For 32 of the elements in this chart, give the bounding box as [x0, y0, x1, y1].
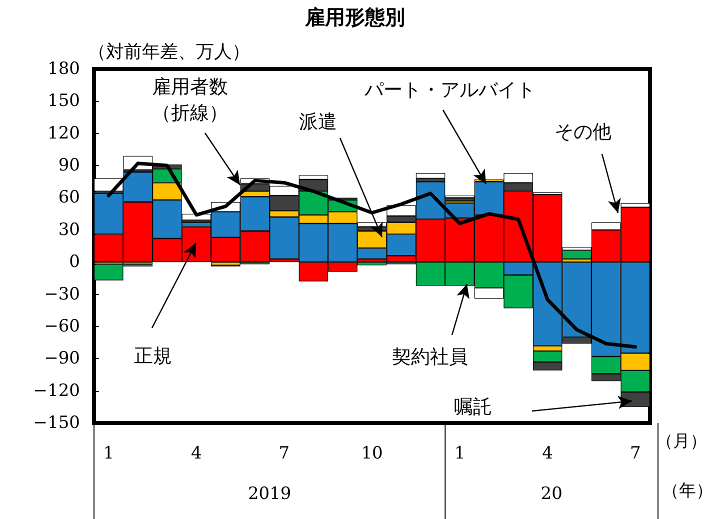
x-tick-label: 7 — [630, 444, 641, 464]
x-tick-label: 10 — [361, 444, 383, 464]
y-tick-label: 90 — [58, 156, 80, 176]
x-tick-label: 1 — [103, 444, 114, 464]
y-tick-label: −30 — [44, 284, 80, 304]
text: 嘱託 — [454, 396, 492, 418]
x-tick-label: 4 — [191, 444, 202, 464]
y-tick-label: 180 — [48, 59, 80, 79]
x-tick-label: 4 — [542, 444, 553, 464]
y-tick-label: −60 — [44, 316, 80, 336]
y-tick-label: 0 — [69, 252, 80, 272]
y-axis-title: （対前年差、万人） — [88, 42, 250, 62]
x-axis-title: （月） — [656, 432, 707, 452]
text: 契約社員 — [392, 346, 468, 368]
text: 20 — [540, 484, 562, 504]
series-label: その他 — [554, 121, 612, 143]
y-tick-label: 120 — [48, 123, 80, 144]
x-tick-label: 1 — [454, 444, 466, 464]
chart-title: 雇用形態別 — [304, 5, 405, 29]
x-tick-label: 7 — [278, 444, 290, 464]
y-tick-label: 30 — [58, 220, 80, 240]
y-tick-label: 60 — [58, 188, 80, 208]
text: パート・アルバイト — [364, 79, 536, 101]
y-tick-label: 150 — [48, 91, 80, 112]
text: （年） — [662, 481, 710, 501]
y-tick-label: −120 — [33, 380, 80, 401]
text: 2019 — [248, 484, 292, 504]
text: 派遣 — [299, 111, 337, 133]
text: 正規 — [134, 345, 172, 367]
y-tick-label: −150 — [33, 413, 80, 433]
y-tick-label: −90 — [44, 348, 80, 369]
text: 雇用者数（折線） — [152, 76, 228, 124]
